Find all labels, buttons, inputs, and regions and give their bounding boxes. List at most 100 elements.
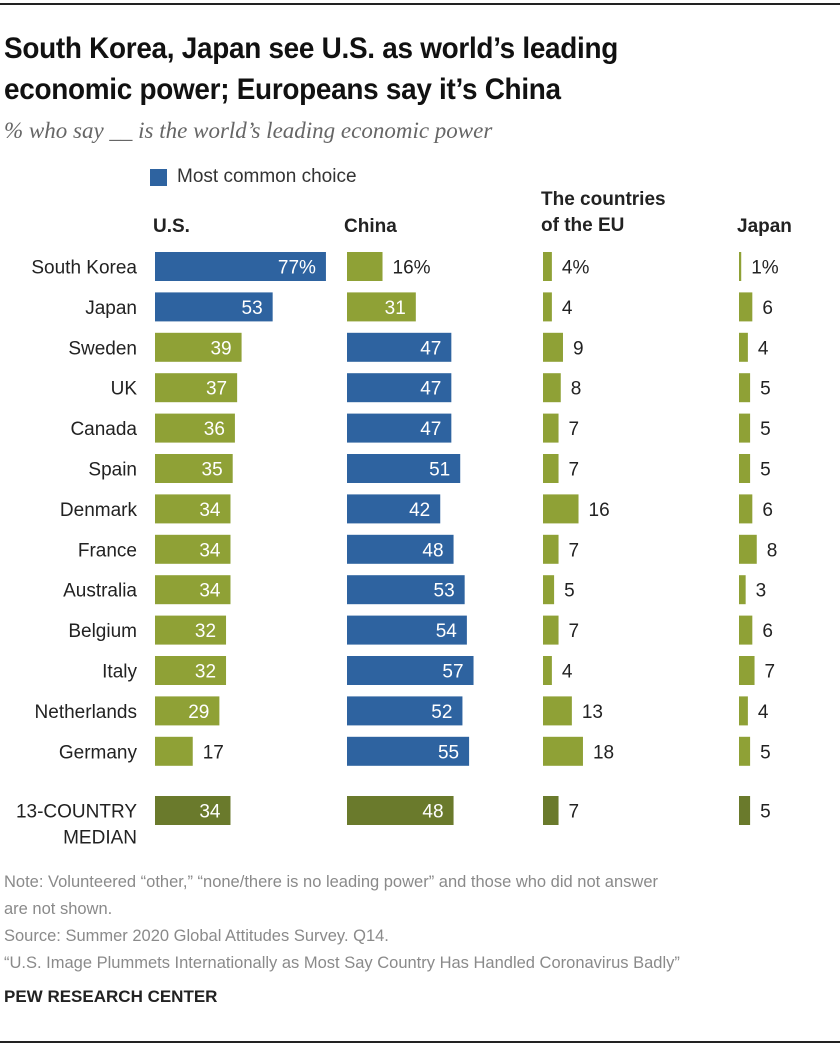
data-label-germany-china: 55: [438, 742, 459, 763]
data-label-spain-china: 51: [429, 460, 450, 481]
bar-japan-us: [155, 292, 273, 322]
data-label-australia-japan: 3: [756, 581, 767, 602]
data-label-italy-japan: 7: [765, 662, 776, 683]
row-label-netherlands: Netherlands: [35, 702, 137, 723]
data-label-italy-eu: 4: [562, 662, 573, 683]
bar-germany-china: [347, 736, 470, 766]
bar-france-us: [155, 534, 231, 564]
data-label-italy-us: 32: [195, 662, 216, 683]
bar-france-china: [347, 534, 454, 564]
chart-subtitle: % who say __ is the world’s leading econ…: [4, 118, 493, 143]
bar-germany-eu: [543, 736, 583, 766]
row-label-belgium: Belgium: [68, 621, 137, 642]
bar-netherlands-eu: [543, 696, 572, 726]
bar-canada-china: [347, 413, 452, 443]
bar-italy-us: [155, 656, 227, 685]
bar-denmark-eu: [543, 494, 579, 524]
bar-canada-us: [155, 413, 235, 443]
bar-sweden-eu: [543, 332, 563, 362]
bar-sweden-japan: [739, 332, 748, 362]
bar-median-japan: [739, 796, 751, 825]
data-label-australia-eu: 5: [564, 581, 575, 602]
bar-belgium-eu: [543, 615, 559, 645]
data-label-netherlands-us: 29: [188, 702, 209, 723]
bar-uk-china: [347, 373, 452, 403]
data-label-canada-china: 47: [420, 419, 441, 440]
bar-uk-us: [155, 373, 238, 403]
bar-south-korea-china: [347, 252, 383, 281]
data-label-netherlands-japan: 4: [758, 702, 769, 723]
bar-france-japan: [739, 534, 757, 564]
bar-netherlands-china: [347, 696, 463, 726]
data-label-germany-eu: 18: [593, 742, 614, 763]
bar-japan-china: [347, 292, 416, 322]
column-header-eu-line-2: of the EU: [541, 215, 625, 236]
bar-denmark-japan: [739, 494, 753, 524]
data-label-france-eu: 7: [569, 540, 580, 561]
row-label-sweden: Sweden: [68, 338, 137, 359]
data-label-sweden-eu: 9: [573, 338, 584, 359]
data-label-south-korea-eu: 4%: [562, 258, 590, 279]
data-label-canada-us: 36: [204, 419, 225, 440]
data-label-belgium-eu: 7: [569, 621, 580, 642]
data-label-netherlands-china: 52: [431, 702, 452, 723]
report-title-note: “U.S. Image Plummets Internationally as …: [4, 954, 680, 972]
data-label-japan-eu: 4: [562, 298, 573, 319]
data-label-uk-japan: 5: [760, 379, 771, 400]
data-label-median-eu: 7: [569, 802, 580, 823]
bar-sweden-china: [347, 332, 452, 362]
bar-south-korea-us: [155, 252, 326, 281]
data-label-japan-us: 53: [242, 298, 263, 319]
title-line-1: South Korea, Japan see U.S. as world’s l…: [4, 32, 619, 65]
column-header-eu: The countries of the EU: [541, 187, 666, 239]
bar-denmark-us: [155, 494, 231, 524]
row-label-italy: Italy: [102, 662, 137, 683]
bar-japan-japan: [739, 292, 753, 322]
bar-median-eu: [543, 796, 559, 825]
legend-swatch: [150, 168, 167, 186]
bar-belgium-us: [155, 615, 227, 645]
data-label-germany-us: 17: [203, 742, 224, 763]
data-label-sweden-china: 47: [420, 338, 441, 359]
source-note: Source: Summer 2020 Global Attitudes Sur…: [4, 927, 389, 945]
bar-spain-eu: [543, 454, 559, 483]
column-header-china-text: China: [344, 216, 397, 237]
data-label-uk-eu: 8: [571, 379, 582, 400]
column-header-china: China: [344, 214, 397, 240]
data-label-uk-us: 37: [206, 379, 227, 400]
bar-uk-eu: [543, 373, 561, 403]
data-label-belgium-us: 32: [195, 621, 216, 642]
legend: Most common choice: [150, 166, 357, 188]
row-label-south-korea: South Korea: [31, 258, 137, 279]
data-label-south-korea-us: 77%: [278, 258, 316, 279]
data-label-japan-china: 31: [385, 298, 406, 319]
bar-south-korea-japan: [739, 252, 742, 281]
bar-germany-us: [155, 736, 193, 766]
data-label-denmark-us: 34: [199, 500, 221, 521]
data-label-median-us: 34: [199, 802, 221, 823]
data-label-south-korea-china: 16%: [393, 258, 431, 279]
bar-sweden-us: [155, 332, 242, 362]
data-label-sweden-japan: 4: [758, 338, 769, 359]
row-label-germany: Germany: [59, 742, 138, 763]
bar-spain-china: [347, 454, 461, 483]
legend-label: Most common choice: [177, 166, 357, 187]
data-label-italy-china: 57: [442, 662, 463, 683]
bar-spain-us: [155, 454, 233, 483]
bar-australia-eu: [543, 575, 555, 605]
data-label-netherlands-eu: 13: [582, 702, 603, 723]
data-label-median-china: 48: [422, 802, 443, 823]
note-line-1: Note: Volunteered “other,” “none/there i…: [4, 873, 658, 891]
title-line-2: economic power; Europeans say it’s China: [4, 73, 561, 106]
bar-canada-japan: [739, 413, 751, 443]
data-label-denmark-japan: 6: [762, 500, 773, 521]
data-label-canada-japan: 5: [760, 419, 771, 440]
data-label-belgium-japan: 6: [762, 621, 773, 642]
row-label-uk: UK: [111, 379, 138, 400]
data-label-canada-eu: 7: [569, 419, 580, 440]
data-label-france-china: 48: [422, 540, 443, 561]
bar-median-china: [347, 796, 454, 825]
data-label-denmark-china: 42: [409, 500, 430, 521]
bar-australia-us: [155, 575, 231, 605]
